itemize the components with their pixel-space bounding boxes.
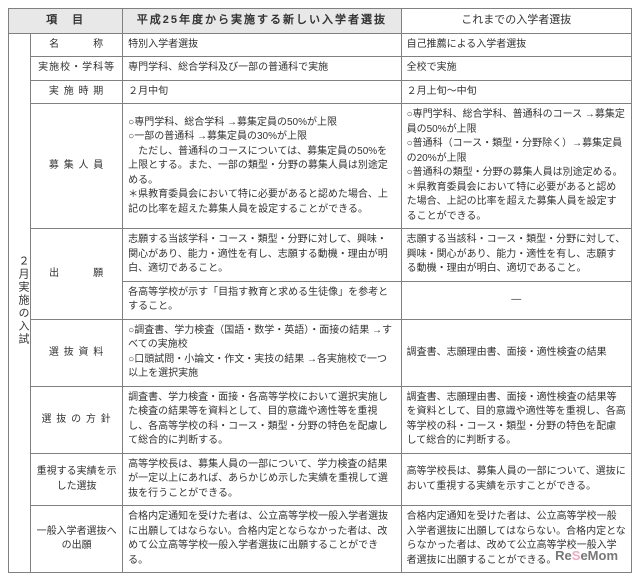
cell-new: 専門学科、総合学科及び一部の普通科で実施 xyxy=(123,57,401,81)
cell-old: 志願する当該科・コース・類型・分野に対して、興味・関心があり、能力・適性を有し、… xyxy=(401,229,631,282)
comparison-table: 項 目 平成25年度から実施する新しい入学者選抜 これまでの入学者選抜 ２月実施… xyxy=(8,8,632,573)
cell-new: ○専門学科、総合学科 →募集定員の50%が上限 ○一部の普通科 →募集定員の30… xyxy=(123,104,401,229)
row-label: 選 抜 の 方 針 xyxy=(31,386,123,453)
row-label: 実 施 時 期 xyxy=(31,80,123,104)
cell-new: 各高等学校が示す「目指す教育と求める生徒像」を参考とすること。 xyxy=(123,281,401,319)
table-row: 実施校・学科等 専門学科、総合学科及び一部の普通科で実施 全校で実施 xyxy=(9,57,632,81)
table-row: 重視する実績を示した選抜 高等学校長は、募集人員の一部について、学力検査の結果が… xyxy=(9,453,632,506)
cell-old: 高等学校長は、募集人員の一部について、選抜において重視する実績を示すことができる… xyxy=(401,453,631,506)
logo: ReSeMom xyxy=(555,548,618,563)
side-category: ２月実施の入試 xyxy=(9,33,31,573)
cell-old: 調査書、志願理由書、面接・適性検査の結果等を資料として、目的意識や適性等を重視し… xyxy=(401,386,631,453)
cell-old: ２月上旬～中旬 xyxy=(401,80,631,104)
table-row: 実 施 時 期 ２月中旬 ２月上旬～中旬 xyxy=(9,80,632,104)
header-item: 項 目 xyxy=(9,9,123,34)
cell-new: 合格内定通知を受けた者は、公立高等学校一般入学者選抜に出願してはならない。合格内… xyxy=(123,506,401,573)
table-row: 募 集 人 員 ○専門学科、総合学科 →募集定員の50%が上限 ○一部の普通科 … xyxy=(9,104,632,229)
cell-new: 調査書、学力検査・面接・各高等学校において選択実施した検査の結果等を資料として、… xyxy=(123,386,401,453)
cell-old: 自己推薦による入学者選抜 xyxy=(401,33,631,57)
cell-new: 高等学校長は、募集人員の一部について、学力検査の結果が一定以上にあれば、あらかじ… xyxy=(123,453,401,506)
table-row: 選 抜 資 料 ○調査書、学力検査（国語・数学・英語）・面接の結果 →すべての実… xyxy=(9,319,632,386)
cell-old: 調査書、志願理由書、面接・適性検査の結果 xyxy=(401,319,631,386)
row-label: 実施校・学科等 xyxy=(31,57,123,81)
row-label: 名 称 xyxy=(31,33,123,57)
cell-new: ２月中旬 xyxy=(123,80,401,104)
cell-old: 全校で実施 xyxy=(401,57,631,81)
logo-text: Re xyxy=(555,548,572,563)
cell-new: 特別入学者選抜 xyxy=(123,33,401,57)
table-row: 選 抜 の 方 針 調査書、学力検査・面接・各高等学校において選択実施した検査の… xyxy=(9,386,632,453)
table-row: 出 願 志願する当該学科・コース・類型・分野に対して、興味・関心があり、能力・適… xyxy=(9,229,632,282)
cell-old: ○専門学科、総合学科、普通科のコース →募集定員の50%が上限 ○普通科（コース… xyxy=(401,104,631,229)
logo-text: eMom xyxy=(580,548,618,563)
cell-new: 志願する当該学科・コース・類型・分野に対して、興味・関心があり、能力・適性を有し… xyxy=(123,229,401,282)
header-new: 平成25年度から実施する新しい入学者選抜 xyxy=(123,9,401,34)
header-row: 項 目 平成25年度から実施する新しい入学者選抜 これまでの入学者選抜 xyxy=(9,9,632,34)
row-label: 出 願 xyxy=(31,229,123,320)
row-label: 選 抜 資 料 xyxy=(31,319,123,386)
table-row: 一般入学者選抜への出願 合格内定通知を受けた者は、公立高等学校一般入学者選抜に出… xyxy=(9,506,632,573)
row-label: 重視する実績を示した選抜 xyxy=(31,453,123,506)
row-label: 一般入学者選抜への出願 xyxy=(31,506,123,573)
cell-new: ○調査書、学力検査（国語・数学・英語）・面接の結果 →すべての実施校 ○口頭試問… xyxy=(123,319,401,386)
table-row: ２月実施の入試 名 称 特別入学者選抜 自己推薦による入学者選抜 xyxy=(9,33,632,57)
header-old: これまでの入学者選抜 xyxy=(401,9,631,34)
cell-old: ― xyxy=(401,281,631,319)
row-label: 募 集 人 員 xyxy=(31,104,123,229)
